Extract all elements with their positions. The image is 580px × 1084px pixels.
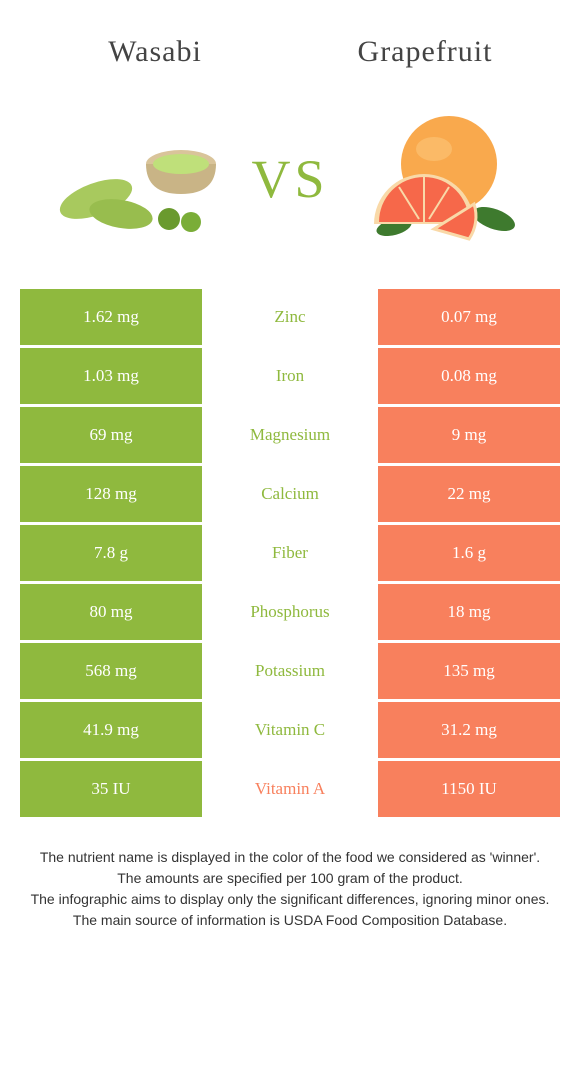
left-value-cell: 69 mg (20, 407, 202, 463)
left-value-cell: 7.8 g (20, 525, 202, 581)
footer-line-2: The amounts are specified per 100 gram o… (20, 868, 560, 889)
right-value-cell: 0.08 mg (378, 348, 560, 404)
wasabi-icon (51, 114, 241, 244)
table-row: 80 mgPhosphorus18 mg (20, 584, 560, 640)
table-row: 69 mgMagnesium9 mg (20, 407, 560, 463)
left-value-cell: 568 mg (20, 643, 202, 699)
right-value-cell: 9 mg (378, 407, 560, 463)
left-value-cell: 41.9 mg (20, 702, 202, 758)
right-value-cell: 1.6 g (378, 525, 560, 581)
right-food-title: Grapefruit (290, 35, 560, 69)
nutrient-label-cell: Vitamin C (205, 702, 375, 758)
table-row: 1.62 mgZinc0.07 mg (20, 289, 560, 345)
footer-line-1: The nutrient name is displayed in the co… (20, 847, 560, 868)
table-row: 1.03 mgIron0.08 mg (20, 348, 560, 404)
nutrient-label-cell: Zinc (205, 289, 375, 345)
nutrient-table: 1.62 mgZinc0.07 mg1.03 mgIron0.08 mg69 m… (20, 289, 560, 817)
nutrient-label-cell: Vitamin A (205, 761, 375, 817)
nutrient-label-cell: Fiber (205, 525, 375, 581)
nutrient-label-cell: Potassium (205, 643, 375, 699)
table-row: 7.8 gFiber1.6 g (20, 525, 560, 581)
right-value-cell: 135 mg (378, 643, 560, 699)
nutrient-label-cell: Calcium (205, 466, 375, 522)
table-row: 128 mgCalcium22 mg (20, 466, 560, 522)
table-row: 35 IUVitamin A1150 IU (20, 761, 560, 817)
footer-notes: The nutrient name is displayed in the co… (20, 847, 560, 931)
footer-line-3: The infographic aims to display only the… (20, 889, 560, 910)
images-row: VS (0, 89, 580, 289)
header: Wasabi Grapefruit (0, 0, 580, 89)
left-food-title: Wasabi (20, 35, 290, 69)
right-value-cell: 31.2 mg (378, 702, 560, 758)
grapefruit-icon (339, 109, 529, 249)
grapefruit-image (339, 109, 529, 249)
left-value-cell: 35 IU (20, 761, 202, 817)
table-row: 41.9 mgVitamin C31.2 mg (20, 702, 560, 758)
right-value-cell: 22 mg (378, 466, 560, 522)
nutrient-label-cell: Phosphorus (205, 584, 375, 640)
table-row: 568 mgPotassium135 mg (20, 643, 560, 699)
left-value-cell: 1.03 mg (20, 348, 202, 404)
right-value-cell: 1150 IU (378, 761, 560, 817)
nutrient-label-cell: Magnesium (205, 407, 375, 463)
left-value-cell: 128 mg (20, 466, 202, 522)
left-value-cell: 80 mg (20, 584, 202, 640)
vs-label: VS (251, 148, 328, 210)
right-value-cell: 0.07 mg (378, 289, 560, 345)
footer-line-4: The main source of information is USDA F… (20, 910, 560, 931)
right-value-cell: 18 mg (378, 584, 560, 640)
nutrient-label-cell: Iron (205, 348, 375, 404)
left-value-cell: 1.62 mg (20, 289, 202, 345)
wasabi-image (51, 109, 241, 249)
